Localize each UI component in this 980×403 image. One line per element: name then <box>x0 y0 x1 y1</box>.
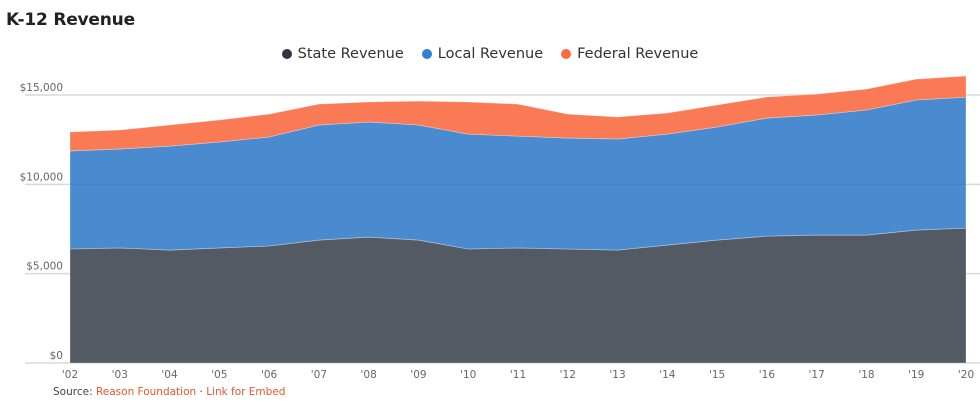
y-tick-label: $10,000 <box>20 171 63 183</box>
area-federal-revenue <box>69 75 967 152</box>
x-tick-label: '08 <box>361 369 377 381</box>
x-tick-label: '05 <box>211 369 227 381</box>
x-tick-label: '13 <box>609 369 625 381</box>
x-tick-label: '19 <box>908 369 924 381</box>
source-prefix: Source: <box>53 386 96 398</box>
x-tick-label: '16 <box>759 369 776 381</box>
x-tick-label: '02 <box>62 369 78 381</box>
chart-title: K-12 Revenue <box>6 10 135 30</box>
legend-label-local: Local Revenue <box>437 46 544 62</box>
source-line: Source: Reason Foundation · Link for Emb… <box>53 386 285 398</box>
x-tick-label: '04 <box>161 369 178 381</box>
x-tick-label: '09 <box>410 369 426 381</box>
legend-dot-state-icon <box>281 49 292 59</box>
source-separator: · <box>196 386 207 398</box>
x-tick-label: '18 <box>858 369 874 381</box>
y-tick-label: $0 <box>50 350 63 362</box>
source-link[interactable]: Reason Foundation <box>95 386 197 398</box>
legend-label-state: State Revenue <box>297 46 404 62</box>
x-tick-label: '17 <box>809 369 825 381</box>
legend-item-local[interactable]: Local Revenue <box>421 46 544 62</box>
legend-dot-local-icon <box>421 49 432 59</box>
legend-label-federal: Federal Revenue <box>577 46 699 62</box>
x-tick-label: '06 <box>261 369 278 381</box>
embed-link[interactable]: Link for Embed <box>206 386 286 398</box>
legend: State Revenue Local Revenue Federal Reve… <box>0 46 980 62</box>
legend-dot-federal-icon <box>561 49 572 59</box>
x-tick-label: '03 <box>112 369 128 381</box>
x-tick-label: '11 <box>510 369 526 381</box>
legend-item-federal[interactable]: Federal Revenue <box>561 46 698 62</box>
x-tick-label: '12 <box>560 369 576 381</box>
legend-item-state[interactable]: State Revenue <box>281 46 404 62</box>
x-tick-label: '14 <box>659 369 676 381</box>
x-tick-label: '20 <box>958 369 974 381</box>
x-tick-label: '07 <box>311 369 327 381</box>
area-local-revenue <box>69 96 967 251</box>
y-tick-label: $5,000 <box>26 261 63 273</box>
x-tick-label: '15 <box>709 369 725 381</box>
y-tick-label: $15,000 <box>20 82 63 94</box>
x-tick-label: '10 <box>460 369 476 381</box>
